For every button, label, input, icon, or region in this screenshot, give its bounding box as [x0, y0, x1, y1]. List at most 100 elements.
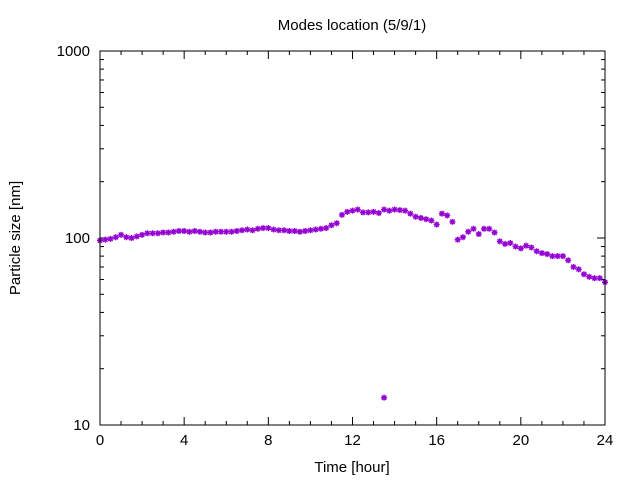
data-point: [517, 245, 524, 252]
x-tick-label: 24: [597, 432, 614, 449]
data-point: [212, 228, 219, 235]
data-point: [475, 231, 482, 238]
data-point: [123, 234, 130, 241]
data-point: [349, 207, 356, 214]
data-point: [133, 233, 140, 240]
x-tick-label: 16: [428, 432, 445, 449]
data-point: [365, 209, 372, 216]
data-point: [586, 273, 593, 280]
data-point: [244, 226, 251, 233]
y-tick-label: 1000: [57, 43, 90, 60]
data-point: [254, 225, 261, 232]
x-tick-label: 12: [344, 432, 361, 449]
data-point: [444, 212, 451, 219]
data-point: [149, 230, 156, 237]
data-point: [386, 207, 393, 214]
data-point: [512, 243, 519, 250]
data-point: [317, 225, 324, 232]
data-point: [191, 228, 198, 235]
data-point: [281, 227, 288, 234]
data-point: [591, 275, 598, 282]
data-point: [407, 210, 414, 217]
data-point: [459, 234, 466, 241]
data-point: [370, 208, 377, 215]
plot-frame: [99, 50, 606, 426]
y-axis-label: Particle size [nm]: [7, 181, 24, 295]
data-point: [449, 218, 456, 225]
data-point: [160, 229, 167, 236]
data-point: [312, 226, 319, 233]
data-point: [265, 225, 272, 232]
x-axis-ticks: 0 4 8 12 16 20 24: [96, 51, 614, 449]
y-axis-ticks: 10 100 1000: [57, 43, 605, 434]
data-point: [523, 242, 530, 249]
y-tick-label: 100: [65, 230, 90, 247]
data-point: [533, 248, 540, 255]
data-point: [391, 206, 398, 213]
chart-title: Modes location (5/9/1): [278, 17, 426, 34]
data-point: [307, 227, 314, 234]
data-point: [549, 253, 556, 260]
data-point: [144, 230, 151, 237]
data-point: [354, 206, 361, 213]
data-point: [375, 210, 382, 217]
data-point: [565, 257, 572, 264]
data-point: [344, 208, 351, 215]
data-point: [507, 240, 514, 247]
data-point: [502, 240, 509, 247]
data-point: [107, 235, 114, 242]
data-point: [496, 238, 503, 245]
data-point: [438, 210, 445, 217]
data-point: [165, 229, 172, 236]
y-tick-label: 10: [73, 417, 90, 434]
data-point: [217, 228, 224, 235]
data-point: [486, 225, 493, 232]
x-tick-label: 4: [180, 432, 188, 449]
data-point: [470, 225, 477, 232]
data-point: [260, 225, 267, 232]
data-point: [575, 266, 582, 273]
x-tick-label: 20: [512, 432, 529, 449]
data-point: [538, 250, 545, 257]
data-point: [270, 226, 277, 233]
data-point: [207, 229, 214, 236]
data-point: [428, 217, 435, 224]
data-point: [228, 228, 235, 235]
data-point: [417, 214, 424, 221]
data-point: [423, 216, 430, 223]
data-point: [333, 220, 340, 227]
data-point: [196, 228, 203, 235]
data-point: [396, 207, 403, 214]
data-point: [202, 229, 209, 236]
data-point: [170, 228, 177, 235]
data-point: [412, 213, 419, 220]
x-tick-label: 0: [96, 432, 104, 449]
data-point: [291, 228, 298, 235]
data-point: [112, 234, 119, 241]
data-point: [233, 228, 240, 235]
data-point: [433, 221, 440, 228]
data-point: [454, 236, 461, 243]
data-point: [286, 228, 293, 235]
data-point: [528, 244, 535, 251]
data-point: [296, 228, 303, 235]
data-point: [323, 225, 330, 232]
data-point: [559, 253, 566, 260]
data-point: [381, 394, 388, 401]
x-tick-label: 8: [264, 432, 272, 449]
data-points: [97, 206, 608, 401]
x-axis-label: Time [hour]: [314, 459, 389, 476]
data-point: [249, 227, 256, 234]
data-point: [186, 228, 193, 235]
data-point: [360, 209, 367, 216]
data-point: [223, 228, 230, 235]
data-point: [175, 228, 182, 235]
data-point: [491, 229, 498, 236]
data-point: [102, 236, 109, 243]
data-point: [118, 231, 125, 238]
data-point: [302, 228, 309, 235]
data-point: [338, 211, 345, 218]
data-point: [128, 235, 135, 241]
data-point: [481, 225, 488, 232]
